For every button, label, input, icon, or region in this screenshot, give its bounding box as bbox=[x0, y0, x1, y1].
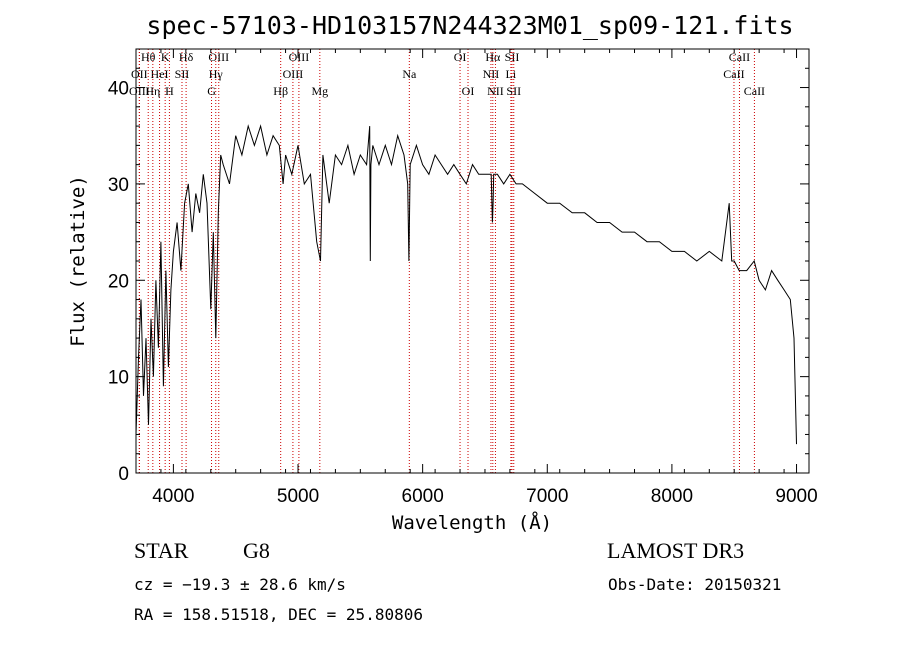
spectral-line-label-20: H bbox=[165, 84, 174, 98]
spectral-line-label-27: CaII bbox=[744, 84, 765, 98]
spectral-line-label-0: Hθ bbox=[141, 50, 156, 64]
chart-title: spec-57103-HD103157N244323M01_sp09-121.f… bbox=[146, 11, 793, 40]
object-class: STAR bbox=[134, 538, 189, 563]
x-tick-label-5: 9000 bbox=[775, 486, 817, 507]
x-tick-label-1: 5000 bbox=[277, 486, 319, 507]
spectral-line-label-15: NII bbox=[483, 67, 500, 81]
coordinates: RA = 158.51518, DEC = 25.80806 bbox=[134, 605, 423, 624]
spectral-line-label-24: OI bbox=[462, 84, 475, 98]
spectral-line-label-25: NII bbox=[487, 84, 504, 98]
observation-date: Obs-Date: 20150321 bbox=[608, 575, 782, 594]
object-subclass: G8 bbox=[243, 538, 270, 563]
y-tick-label-1: 10 bbox=[108, 368, 129, 389]
spectral-line-label-4: OIII bbox=[289, 50, 310, 64]
spectral-line-label-3: OIII bbox=[208, 50, 229, 64]
y-tick-label-4: 40 bbox=[108, 79, 129, 100]
spectral-line-label-23: Mg bbox=[311, 84, 328, 98]
spectral-line-label-19: Hη bbox=[145, 84, 160, 98]
spectral-line-label-12: Hγ bbox=[209, 67, 224, 81]
spectral-line-label-26: SII bbox=[506, 84, 521, 98]
spectral-line-label-22: Hβ bbox=[273, 84, 288, 98]
survey-name: LAMOST DR3 bbox=[607, 538, 745, 563]
spectral-line-label-10: HeI bbox=[151, 67, 169, 81]
redshift-velocity: cz = −19.3 ± 28.6 km/s bbox=[134, 575, 346, 594]
spectral-line-label-1: K bbox=[161, 50, 170, 64]
y-axis-label: Flux (relative) bbox=[67, 175, 89, 347]
spectral-line-label-17: CaII bbox=[723, 67, 744, 81]
x-axis-label: Wavelength (Å) bbox=[392, 511, 552, 534]
y-tick-label-0: 0 bbox=[118, 464, 129, 485]
spectral-line-label-2: Hδ bbox=[179, 50, 194, 64]
x-tick-label-3: 7000 bbox=[526, 486, 568, 507]
spectral-line-label-14: Na bbox=[402, 67, 417, 81]
axis-ticks-layer: 4000 5000 6000 7000 8000 9000 0 10 20 30 40 bbox=[108, 48, 818, 507]
spectral-line-label-6: Hα bbox=[485, 50, 501, 64]
spectral-line-label-13: OIII bbox=[283, 67, 304, 81]
flux-series-line bbox=[135, 124, 797, 445]
spectral-line-label-16: Li bbox=[506, 67, 517, 81]
spectral-line-label-21: G bbox=[207, 84, 216, 98]
spectral-line-label-5: OI bbox=[454, 50, 467, 64]
x-tick-label-0: 4000 bbox=[152, 486, 194, 507]
x-tick-label-4: 8000 bbox=[651, 486, 693, 507]
y-tick-label-2: 20 bbox=[108, 271, 129, 292]
plot-frame bbox=[135, 48, 810, 474]
spectral-line-label-7: SII bbox=[505, 50, 520, 64]
x-tick-label-2: 6000 bbox=[402, 486, 444, 507]
spectral-line-label-11: SII bbox=[175, 67, 190, 81]
spectral-line-label-8: CaII bbox=[729, 50, 750, 64]
y-tick-label-3: 30 bbox=[108, 175, 129, 196]
